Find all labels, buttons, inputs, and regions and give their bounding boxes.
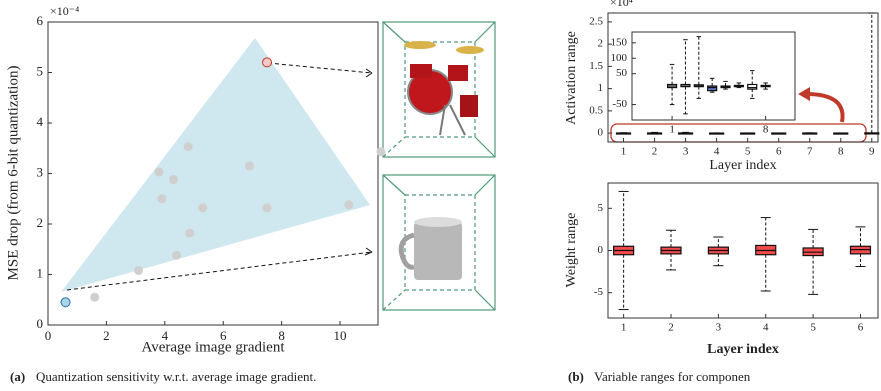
x-tick-label: 5 [810,322,816,334]
x-tick-label: 10 [334,328,347,343]
x-tick-label: 8 [838,146,844,158]
arrow-heads [364,68,373,256]
y-tick-label: -5 [594,286,604,298]
axes-frame [607,182,879,319]
y-axis-label: Activation range [564,31,579,125]
x-tick-label: 3 [683,146,689,158]
x-tick-label: 1 [621,322,627,334]
point [185,228,195,238]
x-tick-label: 5 [745,146,751,158]
y-tick-label: 2 [598,38,604,50]
x-tick-label: 6 [858,322,864,334]
y-tick-label: -50 [612,98,627,110]
x-tick-label: 4 [162,328,169,343]
y-tick-label: 1 [37,265,44,280]
box [707,85,718,92]
x-tick-label: 8 [763,124,769,136]
y-tick-label: 0 [37,316,44,331]
point [60,297,71,308]
point [169,175,179,185]
point [90,292,100,302]
point [198,203,208,213]
caption: Variable ranges for componen [594,369,751,384]
y-exponent: ×10⁴ [610,0,633,9]
axes-frame [631,31,796,121]
caption: Quantization sensitivity w.r.t. average … [36,369,316,384]
x-tick-label: 2 [668,322,674,334]
y-tick-label: 0.5 [589,104,603,116]
caption-label: (a) [10,369,25,384]
point [344,200,354,210]
highlight-arrow-head [798,87,810,101]
point [157,194,167,204]
y-exponent: ×10⁻⁴ [50,4,79,18]
y-tick-label: 150 [611,36,628,48]
point [134,265,144,275]
x-tick-label: 6 [220,328,227,343]
pointer-arrows [66,62,373,291]
x-tick-label: 8 [278,328,285,343]
point [154,167,164,177]
x-tick-label: 1 [669,124,675,136]
x-tick-label: 7 [807,146,813,158]
point [262,203,272,213]
inset-bg [632,32,795,120]
x-tick-label: 2 [103,328,110,343]
x-axis-label: Layer index [707,342,779,357]
x-tick-label: 0 [45,328,52,343]
x-tick-label: 9 [869,146,875,158]
y-axis-label: MSE drop (from 6-bit quantization) [5,66,21,281]
mug-icon [398,217,462,280]
y-tick-label: 50 [616,67,628,79]
y-tick-label: 3 [37,164,44,179]
point [183,142,193,152]
y-tick-label: 0 [598,127,604,139]
point [245,161,255,171]
highlight-arrow [805,92,845,123]
y-tick-label: 1.5 [589,60,603,72]
point [262,57,273,68]
drum-icon [404,41,484,136]
y-tick-label: 4 [37,114,44,129]
y-tick-label: 5 [37,63,44,78]
x-tick-label: 2 [652,146,658,158]
y-tick-label: 6 [37,13,44,28]
cube-icons [382,21,496,311]
y-tick-label: 0 [598,244,604,256]
point [376,147,386,157]
box [747,83,758,90]
x-tick-label: 6 [776,146,782,158]
y-tick-label: 100 [611,52,628,64]
sensitivity-region [61,38,370,292]
x-axis-label: Average image gradient [142,339,286,355]
x-tick-label: 4 [714,146,720,158]
y-axis-label: Weight range [564,213,579,288]
y-tick-label: 1 [598,82,604,94]
y-tick-label: 2 [37,215,44,230]
caption-label: (b) [568,369,584,384]
axes-frame [607,12,879,143]
point [171,250,181,260]
y-tick-label: 2.5 [589,15,603,27]
x-axis-label: Layer index [709,158,776,173]
x-tick-label: 1 [621,146,627,158]
x-tick-label: 4 [763,322,769,334]
y-tick-label: 5 [598,202,604,214]
x-tick-label: 3 [716,322,722,334]
